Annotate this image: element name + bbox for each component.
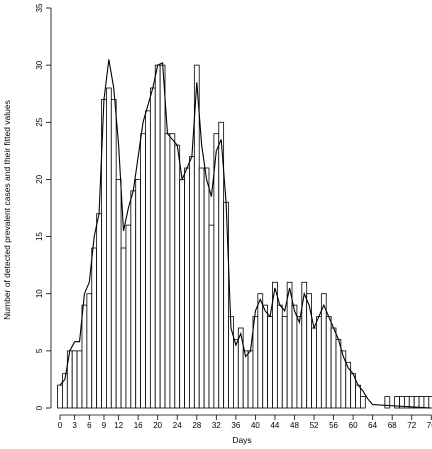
bar-day-41 <box>257 293 264 409</box>
y-tick-label-20: 20 <box>35 174 44 183</box>
bar-day-48 <box>291 304 298 409</box>
bar-day-27 <box>189 156 195 409</box>
bar-day-25 <box>179 179 185 409</box>
bar-day-6 <box>86 293 93 409</box>
bar-day-18 <box>145 110 151 409</box>
x-tick-label-68: 68 <box>388 421 397 430</box>
bar-day-40 <box>252 316 259 409</box>
bar-day-49 <box>296 316 303 409</box>
bar-day-31 <box>208 224 215 409</box>
x-tick-label-9: 9 <box>102 421 107 430</box>
x-tick-label-52: 52 <box>310 421 319 430</box>
bar-day-4 <box>76 350 83 409</box>
bar-day-26 <box>184 167 190 409</box>
bar-day-17 <box>140 133 146 409</box>
x-tick-label-40: 40 <box>251 421 260 430</box>
x-tick-label-24: 24 <box>173 421 182 430</box>
bars-layer <box>57 64 432 409</box>
y-axis-title: Number of detected prevalent cases and t… <box>2 100 12 320</box>
bar-day-16 <box>135 179 142 409</box>
bar-day-30 <box>203 167 210 409</box>
bar-day-29 <box>198 167 205 409</box>
bar-day-0 <box>57 384 63 409</box>
bar-day-45 <box>276 304 283 409</box>
bar-day-59 <box>345 361 352 409</box>
bar-day-46 <box>281 316 288 409</box>
bar-day-11 <box>110 99 117 409</box>
x-tick-label-56: 56 <box>329 421 338 430</box>
y-tick-label-35: 35 <box>35 3 44 12</box>
bar-day-52 <box>311 327 317 409</box>
bar-day-24 <box>174 144 181 409</box>
x-tick-label-0: 0 <box>58 421 63 430</box>
x-tick-label-3: 3 <box>72 421 77 430</box>
bar-day-39 <box>247 350 254 409</box>
bar-day-38 <box>242 350 249 409</box>
bar-day-57 <box>335 339 342 409</box>
bar-day-36 <box>233 339 239 409</box>
x-tick-label-44: 44 <box>270 421 279 430</box>
y-tick-label-25: 25 <box>35 117 44 126</box>
bar-day-62 <box>360 396 366 409</box>
x-tick-label-6: 6 <box>87 421 92 430</box>
bar-day-21 <box>159 64 166 409</box>
bar-day-7 <box>91 247 98 409</box>
bar-day-55 <box>325 316 332 409</box>
bar-day-47 <box>286 281 293 409</box>
y-tick-label-0: 0 <box>35 405 44 410</box>
bar-day-42 <box>262 304 269 409</box>
y-tick-label-5: 5 <box>35 348 44 353</box>
bar-day-32 <box>213 133 220 409</box>
bar-day-3 <box>71 350 78 409</box>
bar-day-19 <box>149 87 156 409</box>
bar-day-14 <box>125 224 132 409</box>
x-tick-label-48: 48 <box>290 421 299 430</box>
x-tick-label-64: 64 <box>368 421 377 430</box>
bar-day-8 <box>96 213 102 409</box>
x-tick-label-20: 20 <box>153 421 162 430</box>
bar-day-5 <box>81 304 88 409</box>
x-tick-label-60: 60 <box>349 421 358 430</box>
bar-day-43 <box>267 316 273 409</box>
bar-day-10 <box>106 87 112 409</box>
bar-day-23 <box>169 133 176 409</box>
bar-day-15 <box>130 190 137 409</box>
fitted-line <box>59 59 432 409</box>
x-tick-label-32: 32 <box>212 421 221 430</box>
bar-day-61 <box>355 384 361 409</box>
x-tick-label-16: 16 <box>134 421 143 430</box>
bar-day-12 <box>115 179 122 409</box>
bar-day-13 <box>120 247 127 409</box>
x-axis-title: Days <box>232 435 251 445</box>
y-tick-label-10: 10 <box>35 289 44 298</box>
bar-day-22 <box>164 133 171 409</box>
bar-day-54 <box>320 293 327 409</box>
x-tick-label-36: 36 <box>231 421 240 430</box>
y-tick-label-30: 30 <box>35 60 44 69</box>
bar-day-74 <box>418 396 425 409</box>
bar-day-67 <box>384 396 391 409</box>
x-tick-label-12: 12 <box>114 421 123 430</box>
x-tick-label-72: 72 <box>407 421 416 430</box>
bar-day-35 <box>228 316 234 409</box>
bar-day-53 <box>316 316 322 409</box>
bar-day-73 <box>413 396 420 409</box>
y-tick-label-15: 15 <box>35 232 44 241</box>
x-tick-label-28: 28 <box>192 421 201 430</box>
bar-day-20 <box>154 64 161 409</box>
x-tick-label-76: 76 <box>427 421 432 430</box>
bar-day-75 <box>423 396 430 409</box>
bar-day-56 <box>330 327 337 409</box>
